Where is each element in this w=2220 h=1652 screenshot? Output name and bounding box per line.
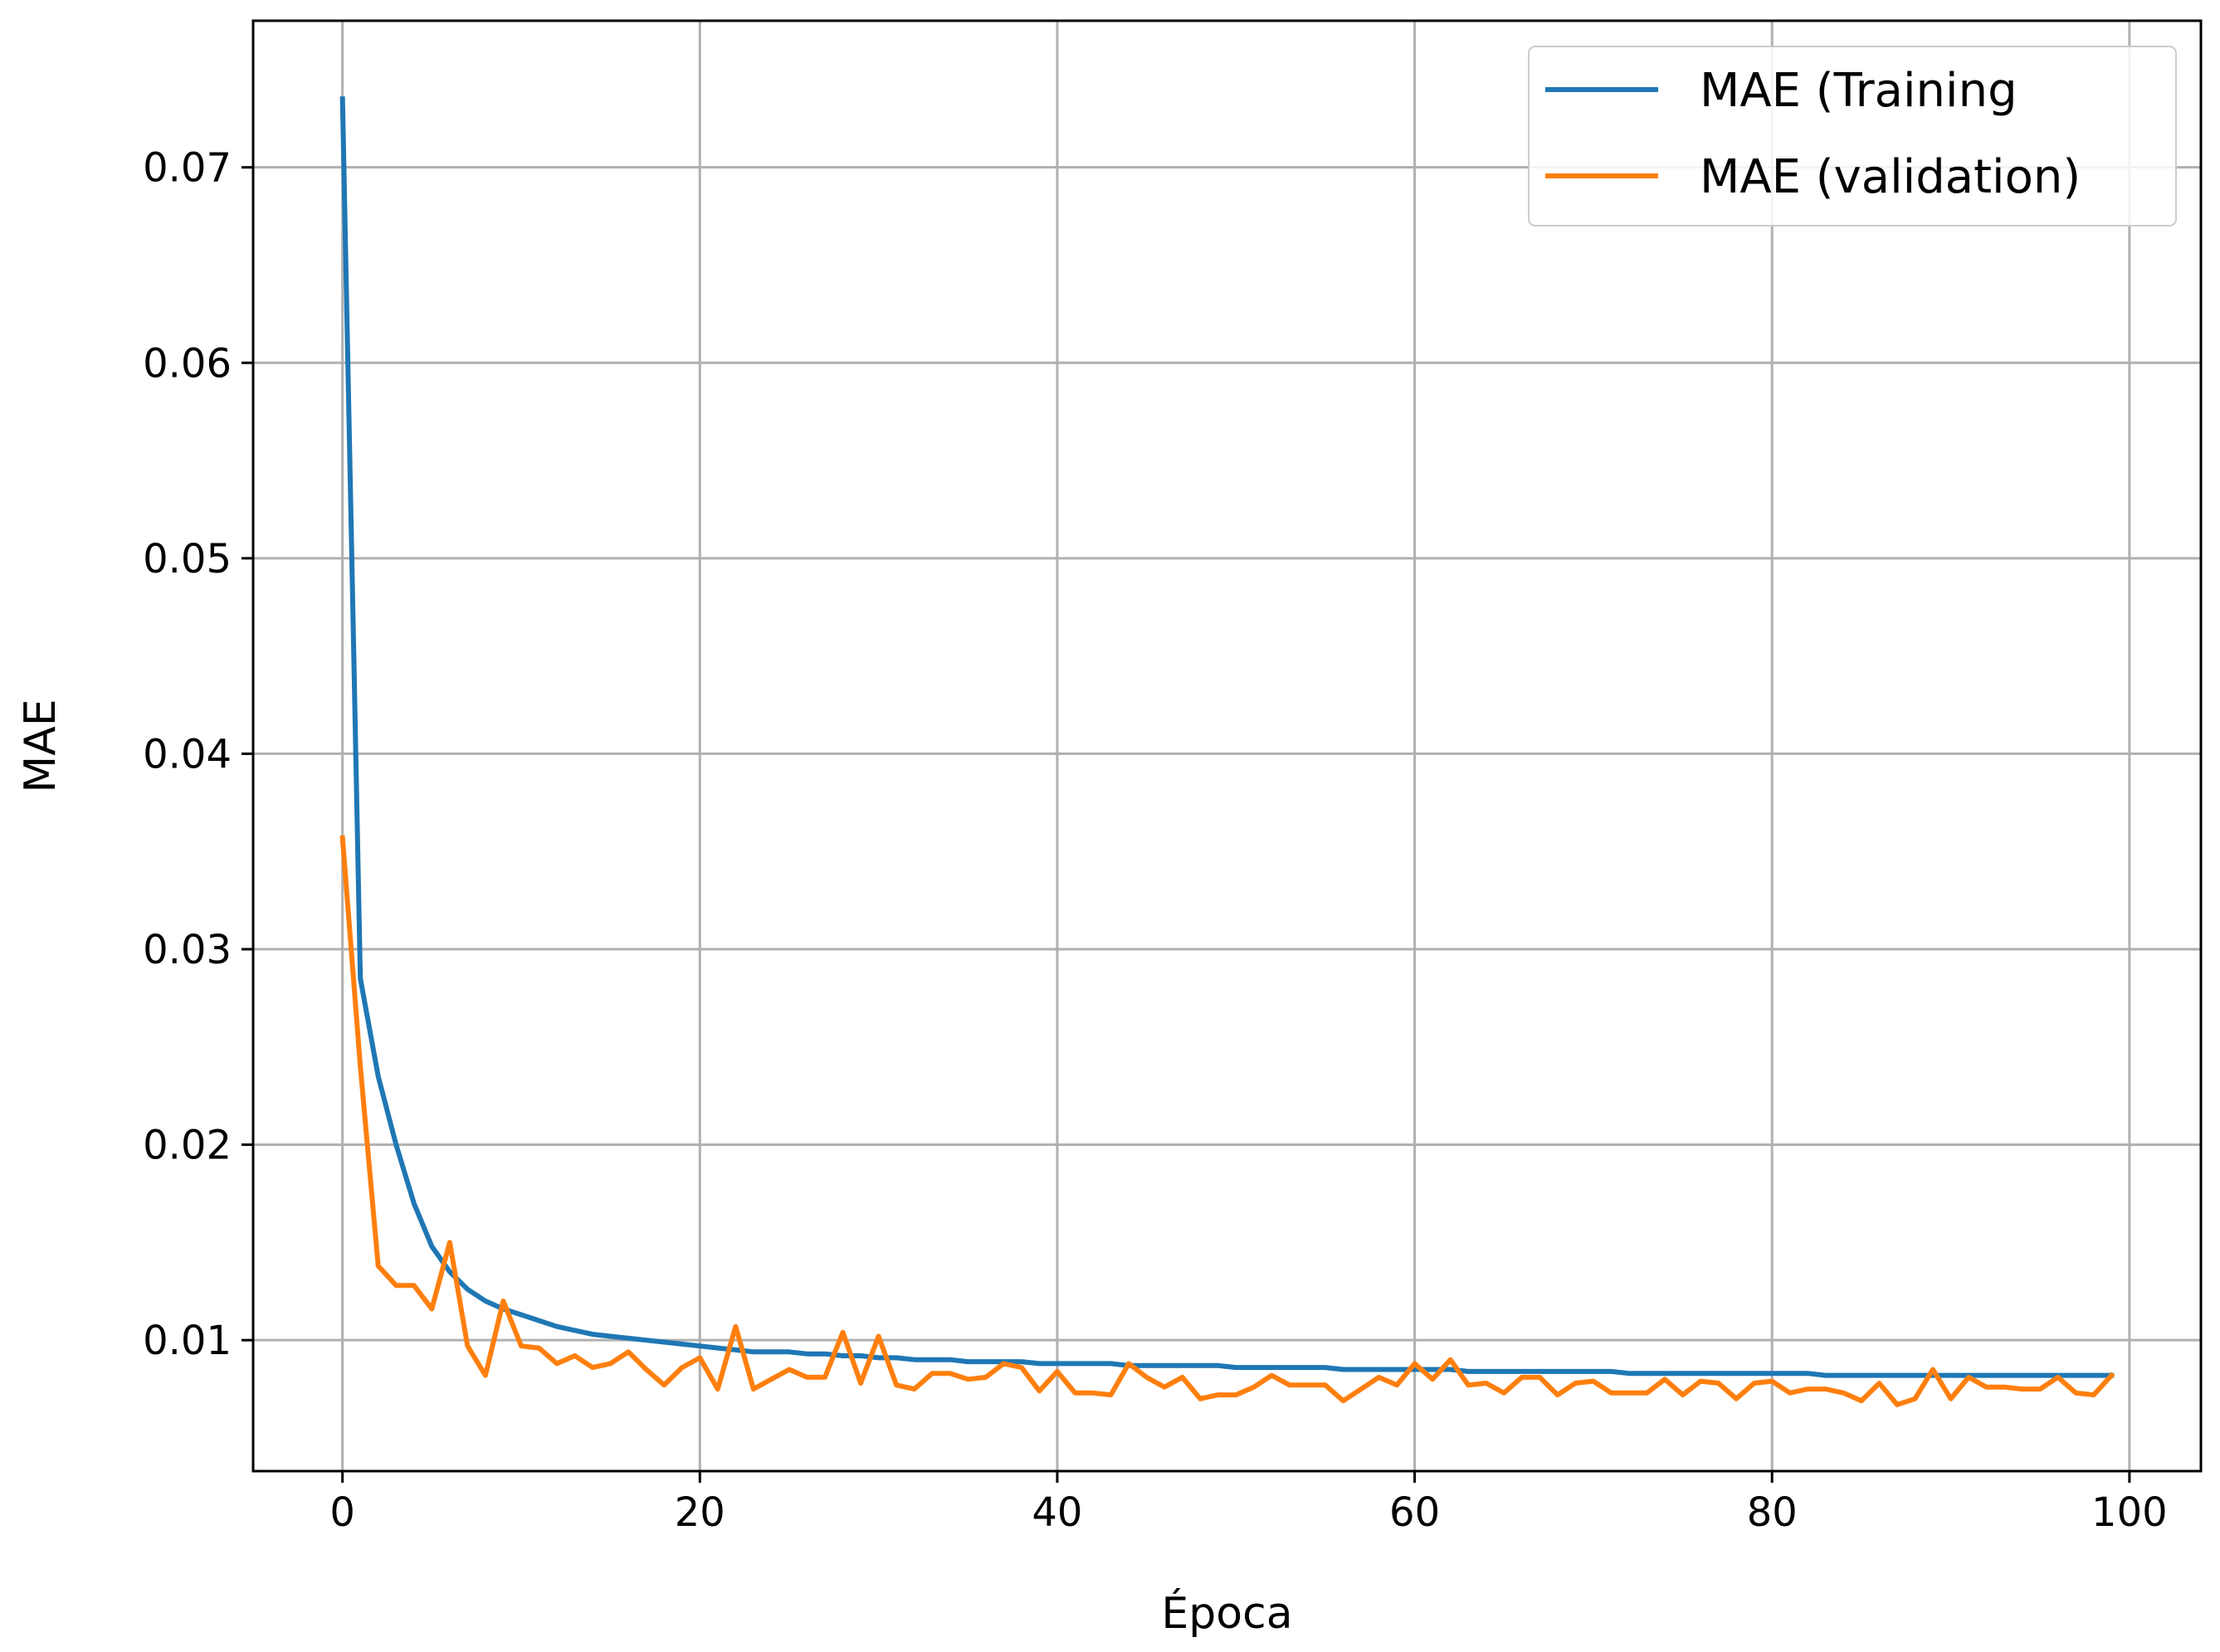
legend-box	[1528, 46, 2177, 227]
plot-frame	[251, 19, 2203, 1473]
legend-label-training: MAE (Training	[1700, 64, 2018, 118]
series-lines	[339, 96, 2115, 1407]
x-tick-label: 80	[1747, 1489, 1798, 1536]
x-tick-label: 0	[329, 1489, 355, 1536]
y-tick-label: 0.02	[143, 1123, 232, 1169]
y-tick-label: 0.07	[143, 145, 232, 192]
x-tick-label: 100	[2091, 1489, 2168, 1536]
y-axis-label: MAE	[16, 699, 66, 792]
y-tick-label: 0.06	[143, 340, 232, 387]
training-mae-line	[339, 96, 2115, 1378]
x-tick-label: 60	[1389, 1489, 1440, 1536]
x-tick-label: 20	[675, 1489, 725, 1536]
x-axis-ticks: 0 20 40 60 80 100	[329, 1471, 2168, 1536]
y-tick-label: 0.01	[143, 1318, 232, 1364]
legend: MAE (Training MAE (validation)	[1528, 46, 2177, 227]
x-axis-label: Época	[1161, 1588, 1292, 1639]
legend-label-validation: MAE (validation)	[1700, 150, 2081, 204]
y-tick-label: 0.04	[143, 731, 232, 777]
validation-mae-line	[339, 835, 2115, 1407]
y-tick-label: 0.05	[143, 536, 232, 582]
y-tick-label: 0.03	[143, 927, 232, 973]
y-axis-ticks: 0.01 0.02 0.03 0.04 0.05 0.06 0.07	[143, 145, 253, 1364]
x-tick-label: 40	[1032, 1489, 1082, 1536]
